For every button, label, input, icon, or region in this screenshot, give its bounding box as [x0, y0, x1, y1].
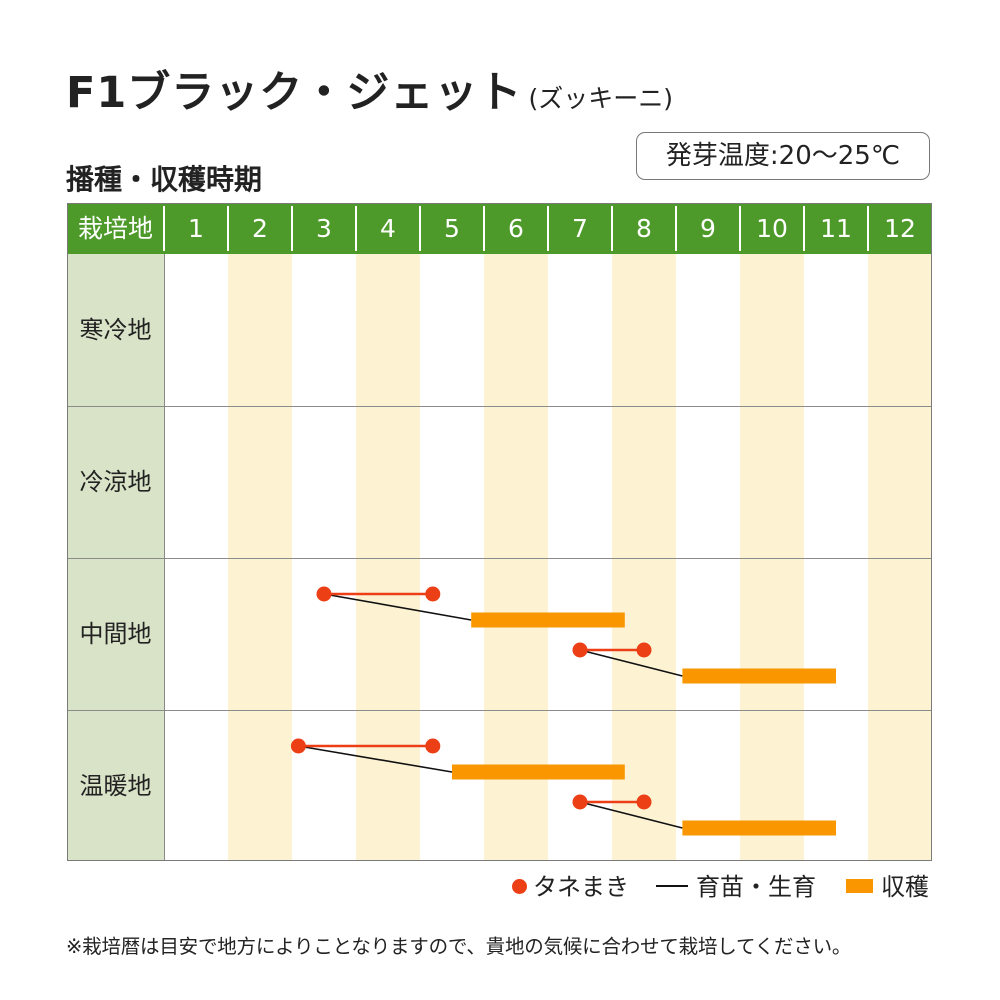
- month-header-3: 3: [316, 214, 332, 243]
- month-shade-10: [740, 254, 804, 861]
- sowing-start-dot: [572, 642, 588, 658]
- sowing-start-dot: [290, 738, 306, 754]
- header-separator: [803, 206, 805, 251]
- region-label-2: 冷涼地: [79, 468, 152, 496]
- month-shade-2: [228, 254, 292, 861]
- header-separator: [611, 206, 613, 251]
- month-header-11: 11: [820, 214, 852, 243]
- month-header-2: 2: [252, 214, 268, 243]
- sowing-dot-icon: [512, 878, 527, 894]
- month-header-1: 1: [188, 214, 204, 243]
- month-header-4: 4: [380, 214, 396, 243]
- harvest-bar: [452, 764, 625, 780]
- month-header-7: 7: [572, 214, 588, 243]
- header-separator: [675, 206, 677, 251]
- header-separator: [867, 206, 869, 251]
- corner-label: 栽培地: [77, 214, 153, 243]
- header-separator: [739, 206, 741, 251]
- month-shade-6: [484, 254, 548, 861]
- legend-growing: 育苗・生育: [656, 872, 816, 902]
- growing-line: [323, 593, 472, 621]
- chart-header: [67, 203, 932, 254]
- page-title: F1ブラック・ジェット (ズッキーニ): [66, 58, 673, 120]
- header-separator: [419, 206, 421, 251]
- sowing-start-dot: [316, 586, 332, 602]
- legend-harvest-label: 収穫: [881, 873, 929, 901]
- sowing-end-dot: [425, 738, 441, 754]
- harvest-bar-icon: [846, 879, 873, 893]
- month-header-12: 12: [884, 214, 916, 243]
- product-subtitle: (ズッキーニ): [528, 84, 673, 113]
- legend-growing-label: 育苗・生育: [696, 873, 816, 901]
- header-separator: [227, 206, 229, 251]
- sowing-end-dot: [425, 586, 441, 602]
- footnote: ※栽培暦は目安で地方によりことなりますので、貴地の気候に合わせて栽培してください…: [66, 935, 852, 958]
- region-label-3: 中間地: [79, 620, 152, 648]
- sowing-start-dot: [572, 794, 588, 810]
- row-divider: [67, 710, 932, 711]
- header-separator: [291, 206, 293, 251]
- header-separator: [483, 206, 485, 251]
- sowing-end-dot: [636, 794, 652, 810]
- legend-harvest: 収穫: [846, 872, 929, 902]
- germination-temp-badge: 発芽温度:20〜25℃: [636, 132, 930, 180]
- region-label-column: [67, 254, 164, 861]
- month-shade-4: [356, 254, 420, 861]
- section-title: 播種・収穫時期: [66, 163, 263, 196]
- row-divider: [67, 558, 932, 559]
- harvest-bar: [682, 820, 836, 836]
- chart-frame: [67, 203, 932, 861]
- header-separator: [163, 206, 165, 251]
- region-label-1: 寒冷地: [79, 316, 152, 344]
- month-shade-8: [612, 254, 676, 861]
- header-separator: [547, 206, 549, 251]
- month-shade-12: [868, 254, 932, 861]
- region-label-4: 温暖地: [79, 772, 152, 800]
- legend-sowing-label: タネまき: [533, 873, 629, 901]
- harvest-bar: [682, 668, 836, 684]
- legend-sowing: タネまき: [512, 872, 629, 902]
- product-name: F1ブラック・ジェット: [66, 68, 523, 118]
- month-header-10: 10: [756, 214, 788, 243]
- growing-line-icon: [656, 885, 688, 887]
- month-header-9: 9: [700, 214, 716, 243]
- growing-line: [579, 801, 683, 829]
- row-divider: [67, 406, 932, 407]
- growing-line: [298, 745, 453, 773]
- month-header-8: 8: [636, 214, 652, 243]
- growing-line: [579, 649, 683, 677]
- month-header-5: 5: [444, 214, 460, 243]
- label-divider: [164, 254, 165, 861]
- header-separator: [355, 206, 357, 251]
- harvest-bar: [471, 612, 625, 628]
- month-header-6: 6: [508, 214, 524, 243]
- sowing-end-dot: [636, 642, 652, 658]
